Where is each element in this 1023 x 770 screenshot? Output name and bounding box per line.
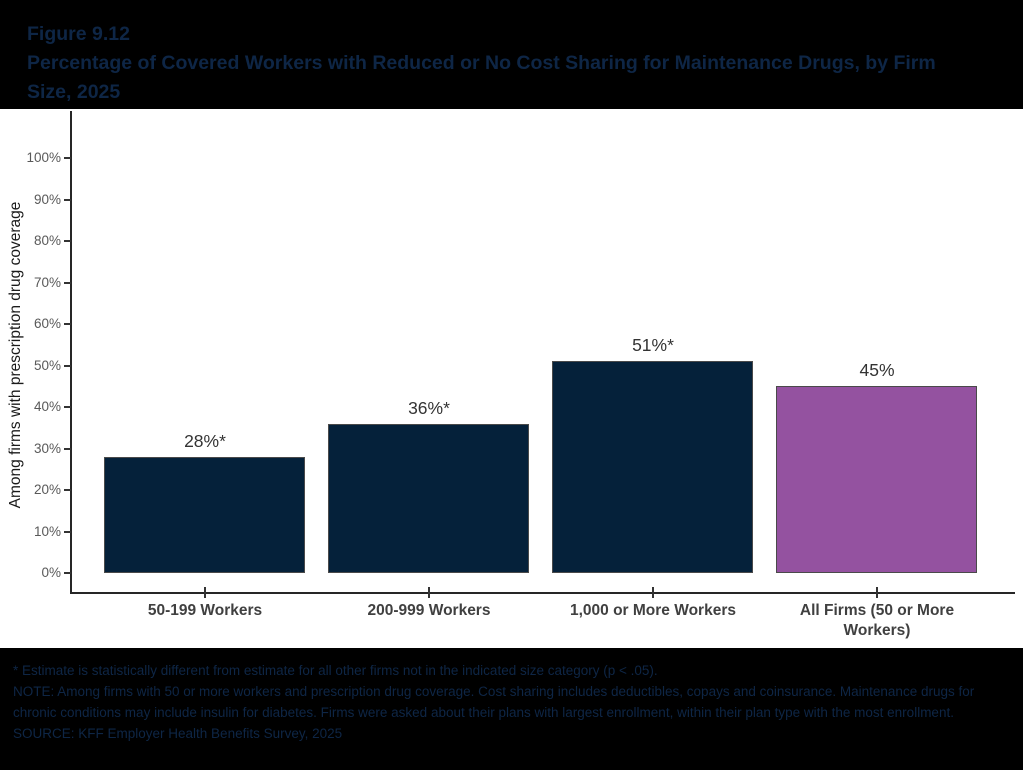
y-axis-tick-label: 0% [41,565,61,580]
bar-1-000-or-more-workers [552,361,753,573]
methodology-note: NOTE: Among firms with 50 or more worker… [13,684,975,720]
x-axis-tick [876,587,878,598]
y-axis-tick-label: 100% [26,150,61,165]
y-axis-tick [64,240,71,242]
bar-value-label: 45% [859,360,895,380]
y-axis-tick-label: 20% [33,482,61,497]
y-axis-tick [64,447,71,450]
y-axis-tick [64,489,71,491]
bar-200-999-workers [328,424,529,573]
bar-value-label: 36%* [408,398,450,418]
y-axis-tick [64,530,71,533]
x-axis-tick [204,587,206,598]
x-axis-category-label: 50-199 Workers [147,602,263,619]
y-axis-tick [64,323,71,325]
figure-header: Figure 9.12 Percentage of Covered Worker… [0,0,1023,109]
y-axis-tick-label: 60% [33,316,61,331]
bar-chart: Among firms with prescription drug cover… [0,109,1023,648]
y-axis-tick [64,364,71,367]
x-axis-line [70,592,1015,594]
y-axis-tick [64,406,71,408]
figure-number: Figure 9.12 [27,23,130,45]
y-axis-tick-label: 50% [33,357,61,373]
y-axis-tick-label: 80% [33,233,61,248]
figure-footnotes: * Estimate is statistically different fr… [0,648,1023,770]
x-axis-category-label: 200-999 Workers [367,602,491,619]
y-axis-tick-label: 10% [33,523,61,539]
significance-note: * Estimate is statistically different fr… [13,663,658,678]
y-axis-tick [64,281,71,284]
bar-50-199-workers [104,457,305,573]
y-axis-tick [64,572,71,574]
figure-title: Percentage of Covered Workers with Reduc… [27,52,936,103]
y-axis-tick-label: 40% [33,399,61,414]
bar-value-label: 28%* [184,431,226,451]
x-axis-tick [428,587,430,598]
y-axis-tick-label: 90% [33,191,61,207]
x-axis-category-label: All Firms (50 or More Workers) [799,602,955,639]
bar-value-label: 51%* [632,335,674,355]
y-axis-tick-label: 70% [33,274,61,290]
x-axis-tick [652,587,654,598]
bar-all-firms-50-or-more-workers- [776,386,977,573]
x-axis-category-label: 1,000 or More Workers [570,602,736,619]
y-axis-line [70,111,72,594]
y-axis-tick [64,198,71,201]
y-axis-tick-label: 30% [33,440,61,456]
source-note: SOURCE: KFF Employer Health Benefits Sur… [13,726,343,741]
y-axis-tick [64,157,71,159]
